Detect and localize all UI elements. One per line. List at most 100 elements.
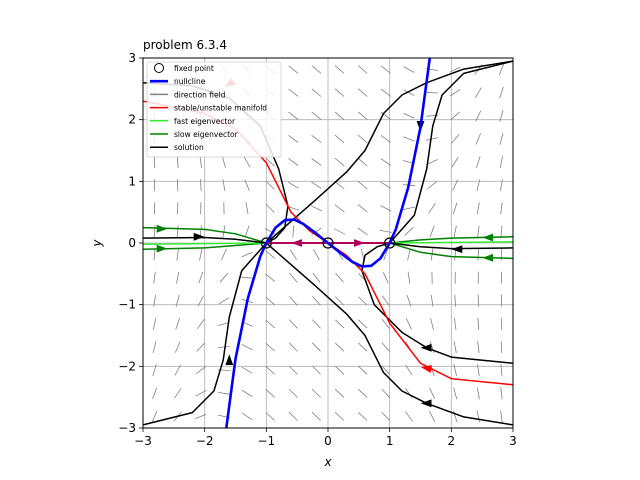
x-axis-ticks: −3 −2 −1 0 1 2 3 xyxy=(134,428,517,448)
direction-field-segment xyxy=(452,202,458,215)
direction-field-segment xyxy=(174,388,182,399)
axis-arrow xyxy=(291,239,302,247)
direction-field-segment xyxy=(381,319,390,329)
direction-field-segment xyxy=(380,135,391,143)
direction-field-segment xyxy=(500,317,503,330)
direction-field-segment xyxy=(407,248,411,261)
direction-field-segment xyxy=(241,389,253,397)
direction-field-segment xyxy=(288,388,298,398)
x-tick-label: 1 xyxy=(386,434,394,448)
direction-field-segment xyxy=(500,410,503,423)
direction-field-segment xyxy=(357,111,368,121)
direction-field-segment xyxy=(311,158,322,166)
direction-field-segment xyxy=(311,342,321,352)
direction-field-segment xyxy=(265,250,276,259)
solution-curve xyxy=(265,242,514,426)
direction-field-segment xyxy=(475,110,482,122)
direction-field-segment xyxy=(241,366,253,374)
direction-field-segment xyxy=(499,133,504,145)
direction-field-segment xyxy=(311,65,322,74)
direction-field-segment xyxy=(152,364,157,377)
direction-field-segment xyxy=(176,156,179,169)
x-tick-label: −1 xyxy=(257,434,275,448)
y-tick-label: 1 xyxy=(128,174,136,188)
direction-field-segment xyxy=(450,134,460,144)
direction-field-segment xyxy=(174,364,181,376)
direction-field-segment xyxy=(426,159,438,165)
direction-field-segment xyxy=(358,342,368,352)
direction-field-segment xyxy=(454,294,456,307)
slow-eigenvector-line xyxy=(142,242,267,250)
direction-field-segment xyxy=(334,204,345,213)
direction-field-segment xyxy=(312,319,321,329)
direction-field-segment xyxy=(477,317,480,330)
direction-field-segment xyxy=(176,248,179,261)
y-tick-label: −1 xyxy=(118,298,136,312)
direction-field-segment xyxy=(379,229,392,233)
direction-field-segment xyxy=(403,136,415,142)
direction-field-segment xyxy=(403,206,415,210)
direction-field-segment xyxy=(218,297,230,305)
nullcline-curve xyxy=(225,57,432,429)
direction-field-segment xyxy=(334,228,346,235)
direction-field-segment xyxy=(381,365,391,375)
fixed-point-marker xyxy=(260,237,272,249)
direction-field xyxy=(151,63,504,423)
direction-field-segment xyxy=(500,364,503,377)
direction-field-segment xyxy=(199,156,202,169)
direction-field-segment xyxy=(381,295,390,306)
direction-field-segment xyxy=(357,65,368,74)
direction-field-segment xyxy=(477,364,480,377)
direction-field-segment xyxy=(265,296,275,306)
direction-field-segment xyxy=(476,179,481,192)
direction-field-segment xyxy=(357,134,368,144)
direction-field-segment xyxy=(451,156,459,168)
direction-field-segment xyxy=(477,225,480,238)
direction-field-segment xyxy=(405,364,413,376)
direction-field-segment xyxy=(426,137,438,141)
direction-field-segment xyxy=(199,248,203,261)
direction-field-segment xyxy=(404,227,414,236)
direction-field-segment xyxy=(311,88,322,97)
solution-curve xyxy=(389,60,514,244)
direction-field-segment xyxy=(426,91,439,94)
x-tick-label: −3 xyxy=(134,434,152,448)
direction-field-segment xyxy=(449,66,461,73)
direction-field-segment xyxy=(311,181,322,189)
direction-field-segment xyxy=(311,365,321,375)
direction-field-segment xyxy=(196,318,205,330)
y-axis-label: y xyxy=(90,239,104,248)
direction-field-segment xyxy=(357,180,368,190)
legend-box xyxy=(146,61,282,158)
direction-field-segment xyxy=(313,249,320,260)
direction-field-segment xyxy=(198,271,204,284)
direction-field-segment xyxy=(152,341,157,353)
direction-field-segment xyxy=(221,248,227,261)
y-tick-label: −2 xyxy=(118,359,136,373)
direction-field-segment xyxy=(197,295,204,307)
direction-field-segment xyxy=(476,410,480,423)
fixed-points xyxy=(260,237,396,249)
direction-field-segment xyxy=(381,342,391,352)
direction-field-segment xyxy=(499,156,503,168)
direction-field-segment xyxy=(200,179,202,192)
legend-label: fixed point xyxy=(174,64,214,73)
direction-field-segment xyxy=(176,225,179,238)
direction-field-segment xyxy=(217,392,230,395)
direction-field-segment xyxy=(380,111,391,120)
direction-field-segment xyxy=(453,387,458,400)
direction-field-segment xyxy=(429,387,435,399)
curves xyxy=(142,57,514,429)
direction-field-segment xyxy=(243,156,251,168)
direction-field-segment xyxy=(407,271,411,284)
direction-field-segment xyxy=(357,88,368,97)
direction-field-segment xyxy=(334,342,345,352)
direction-field-segment xyxy=(334,388,345,398)
direction-field-segment xyxy=(265,319,275,329)
direction-field-segment xyxy=(357,157,368,167)
slow-eigenvector-arrow xyxy=(482,233,494,242)
direction-field-segment xyxy=(380,65,391,74)
fast-eigenvector-line xyxy=(389,241,514,244)
direction-field-segment xyxy=(382,272,389,284)
direction-field-segment xyxy=(334,88,345,97)
